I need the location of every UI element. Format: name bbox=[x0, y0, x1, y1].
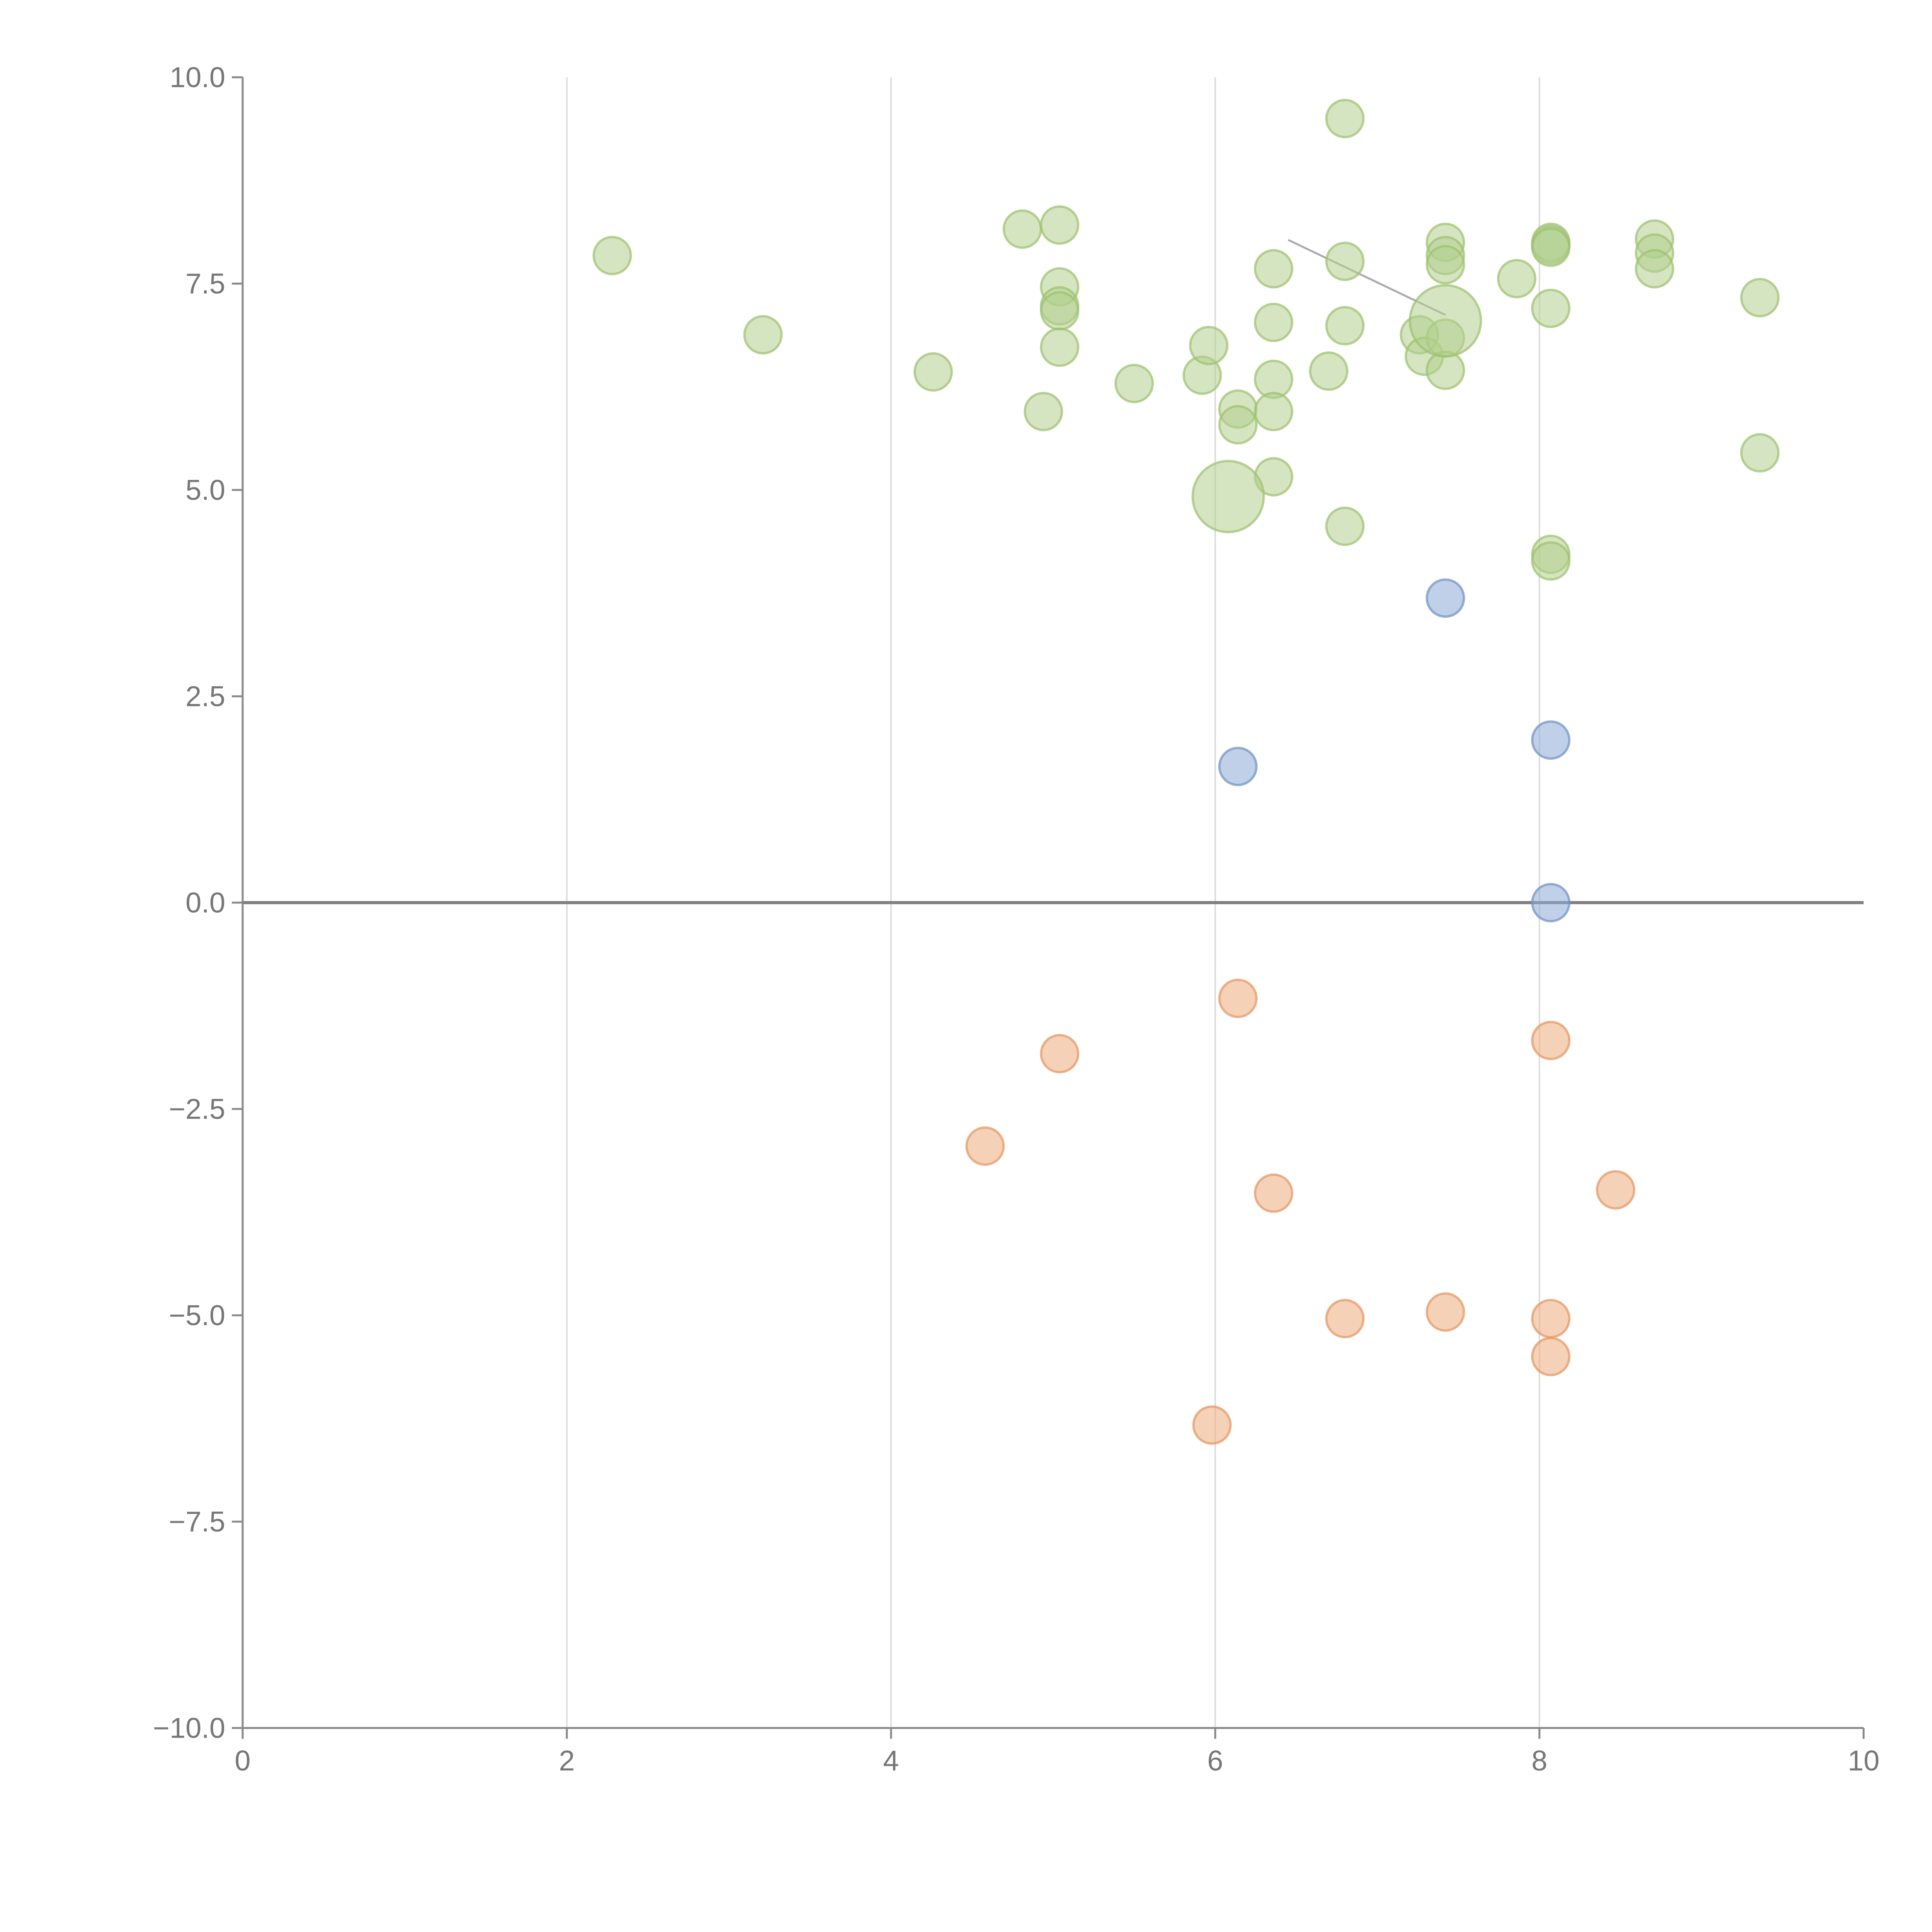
green-point bbox=[1325, 306, 1365, 345]
y-tick-label: −5.0 bbox=[169, 1299, 225, 1332]
green-point bbox=[592, 236, 632, 276]
green-point bbox=[1040, 291, 1080, 331]
x-tick-label: 6 bbox=[1207, 1745, 1223, 1777]
data-points bbox=[592, 99, 1780, 1445]
green-point bbox=[913, 352, 953, 392]
blue-point bbox=[1531, 720, 1571, 760]
y-tick-label: 10.0 bbox=[170, 61, 225, 94]
x-tick-label: 2 bbox=[559, 1745, 575, 1777]
x-tick-label: 8 bbox=[1531, 1745, 1547, 1777]
green-point bbox=[1531, 228, 1571, 267]
x-tick-label: 10 bbox=[1848, 1745, 1879, 1777]
green-point bbox=[1740, 433, 1780, 473]
green-point bbox=[1189, 326, 1229, 366]
green-point bbox=[1325, 99, 1365, 138]
green-point bbox=[1040, 327, 1080, 367]
orange-point bbox=[1425, 1292, 1465, 1332]
orange-point bbox=[1596, 1170, 1636, 1210]
green-point bbox=[1309, 351, 1349, 391]
orange-point bbox=[1325, 1299, 1365, 1338]
axes bbox=[232, 76, 1865, 1739]
orange-point bbox=[1040, 1034, 1080, 1073]
orange-point bbox=[965, 1126, 1005, 1166]
orange-point bbox=[1531, 1337, 1571, 1376]
green-point bbox=[1531, 289, 1571, 328]
x-tick-label: 4 bbox=[883, 1745, 899, 1777]
orange-point bbox=[1531, 1020, 1571, 1060]
y-tick-label: 2.5 bbox=[185, 680, 225, 713]
green-point bbox=[1254, 249, 1294, 289]
green-point bbox=[1740, 278, 1780, 318]
y-tick-label: −2.5 bbox=[169, 1093, 225, 1125]
green-point bbox=[1408, 284, 1482, 358]
green-point bbox=[1325, 242, 1365, 281]
green-point bbox=[1191, 460, 1265, 534]
orange-point bbox=[1531, 1299, 1571, 1338]
green-point bbox=[1114, 364, 1154, 403]
green-point bbox=[1024, 392, 1063, 432]
orange-point bbox=[1254, 1173, 1294, 1213]
y-tick-label: 7.5 bbox=[185, 268, 225, 300]
green-point bbox=[1254, 303, 1294, 342]
orange-point bbox=[1192, 1405, 1232, 1445]
blue-point bbox=[1425, 578, 1465, 618]
green-point bbox=[1002, 209, 1042, 249]
green-point bbox=[743, 315, 783, 355]
green-point bbox=[1497, 259, 1537, 299]
green-point bbox=[1040, 205, 1080, 245]
green-point bbox=[1634, 249, 1674, 289]
y-tick-label: −10.0 bbox=[153, 1712, 225, 1744]
green-point bbox=[1425, 245, 1465, 284]
y-tick-label: 0.0 bbox=[185, 887, 225, 919]
y-tick-label: −7.5 bbox=[169, 1506, 225, 1538]
green-point bbox=[1531, 541, 1571, 581]
green-point bbox=[1325, 506, 1365, 546]
green-point bbox=[1218, 405, 1258, 445]
orange-point bbox=[1218, 978, 1258, 1018]
tick-labels: −10.0 −7.5 −5.0 −2.5 0.0 2.5 5.0 7.5 10.0 0 2 4 6 8 10 bbox=[153, 61, 1879, 1777]
y-tick-label: 5.0 bbox=[185, 474, 225, 506]
blue-point bbox=[1218, 747, 1258, 786]
blue-point bbox=[1531, 883, 1571, 922]
green-point bbox=[1254, 392, 1294, 432]
x-tick-label: 0 bbox=[235, 1745, 250, 1777]
